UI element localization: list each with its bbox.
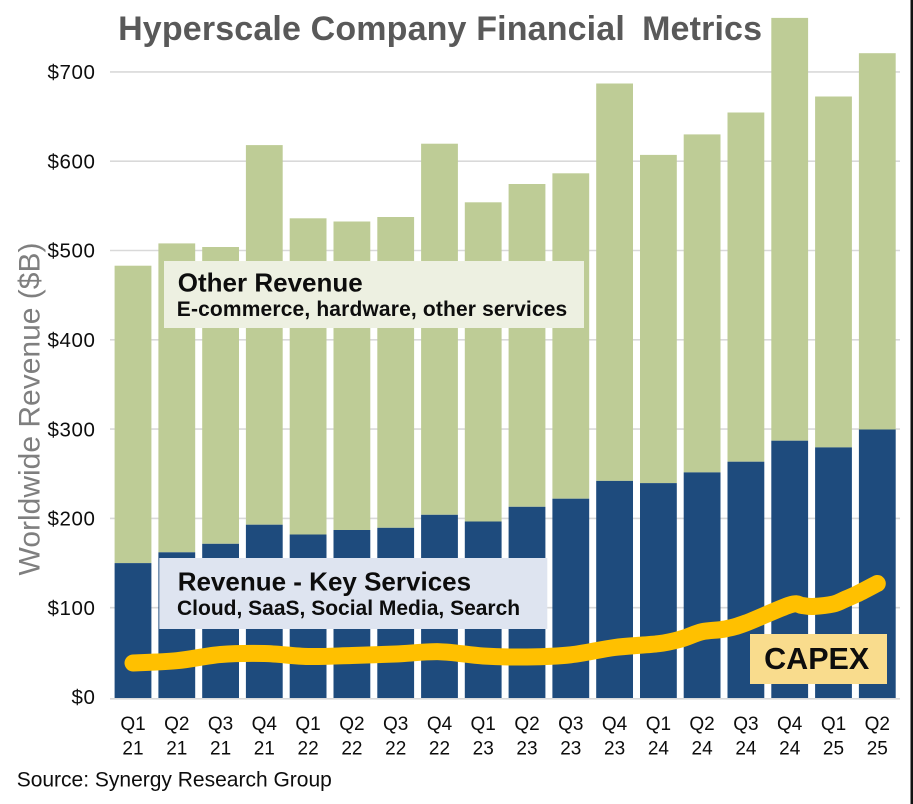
svg-text:$600: $600	[47, 150, 95, 173]
svg-text:$500: $500	[47, 240, 95, 263]
svg-text:Worldwide Revenue ($B): Worldwide Revenue ($B)	[13, 243, 46, 576]
svg-text:Source: Synergy Research Group: Source: Synergy Research Group	[17, 769, 332, 792]
svg-text:Other Revenue: Other Revenue	[178, 268, 363, 298]
svg-text:$0: $0	[71, 686, 95, 709]
svg-text:$400: $400	[47, 329, 95, 352]
svg-text:24: 24	[692, 739, 714, 760]
svg-text:24: 24	[779, 739, 801, 760]
svg-text:Q4: Q4	[602, 714, 628, 735]
svg-text:Q3: Q3	[558, 714, 583, 735]
svg-text:24: 24	[735, 739, 757, 760]
svg-text:$200: $200	[47, 508, 95, 531]
svg-text:23: 23	[516, 739, 537, 760]
svg-text:25: 25	[867, 739, 888, 760]
svg-text:21: 21	[210, 739, 231, 760]
svg-text:Q4: Q4	[427, 714, 453, 735]
svg-text:21: 21	[122, 739, 143, 760]
svg-text:Q3: Q3	[208, 714, 233, 735]
svg-text:Q1: Q1	[821, 714, 846, 735]
svg-text:E-commerce, hardware, other se: E-commerce, hardware, other services	[177, 298, 568, 321]
svg-text:23: 23	[604, 739, 625, 760]
svg-text:Q4: Q4	[252, 714, 278, 735]
svg-text:Q2: Q2	[865, 714, 890, 735]
svg-text:23: 23	[473, 739, 494, 760]
svg-text:Q2: Q2	[689, 714, 714, 735]
svg-text:CAPEX: CAPEX	[764, 642, 870, 676]
svg-text:22: 22	[429, 739, 450, 760]
svg-text:Q1: Q1	[120, 714, 145, 735]
svg-text:21: 21	[254, 739, 275, 760]
svg-text:Q2: Q2	[164, 714, 189, 735]
svg-text:Q1: Q1	[471, 714, 496, 735]
svg-text:Q4: Q4	[777, 714, 803, 735]
svg-text:21: 21	[166, 739, 187, 760]
svg-text:25: 25	[823, 739, 844, 760]
svg-text:Revenue - Key Services: Revenue - Key Services	[178, 566, 471, 596]
svg-text:Q3: Q3	[733, 714, 758, 735]
svg-text:$300: $300	[47, 418, 95, 441]
svg-text:Q1: Q1	[646, 714, 671, 735]
svg-text:Q1: Q1	[295, 714, 320, 735]
svg-text:23: 23	[560, 739, 581, 760]
svg-text:22: 22	[298, 739, 319, 760]
svg-text:$100: $100	[47, 597, 95, 620]
svg-text:22: 22	[385, 739, 406, 760]
svg-text:24: 24	[648, 739, 670, 760]
svg-text:$700: $700	[47, 61, 95, 84]
svg-text:22: 22	[341, 739, 362, 760]
svg-text:Cloud, SaaS, Social Media, Sea: Cloud, SaaS, Social Media, Search	[177, 597, 520, 620]
svg-text:Hyperscale Company Financial M: Hyperscale Company Financial Metrics	[118, 10, 762, 48]
svg-text:Q3: Q3	[383, 714, 408, 735]
svg-text:Q2: Q2	[339, 714, 364, 735]
svg-text:Q2: Q2	[514, 714, 539, 735]
